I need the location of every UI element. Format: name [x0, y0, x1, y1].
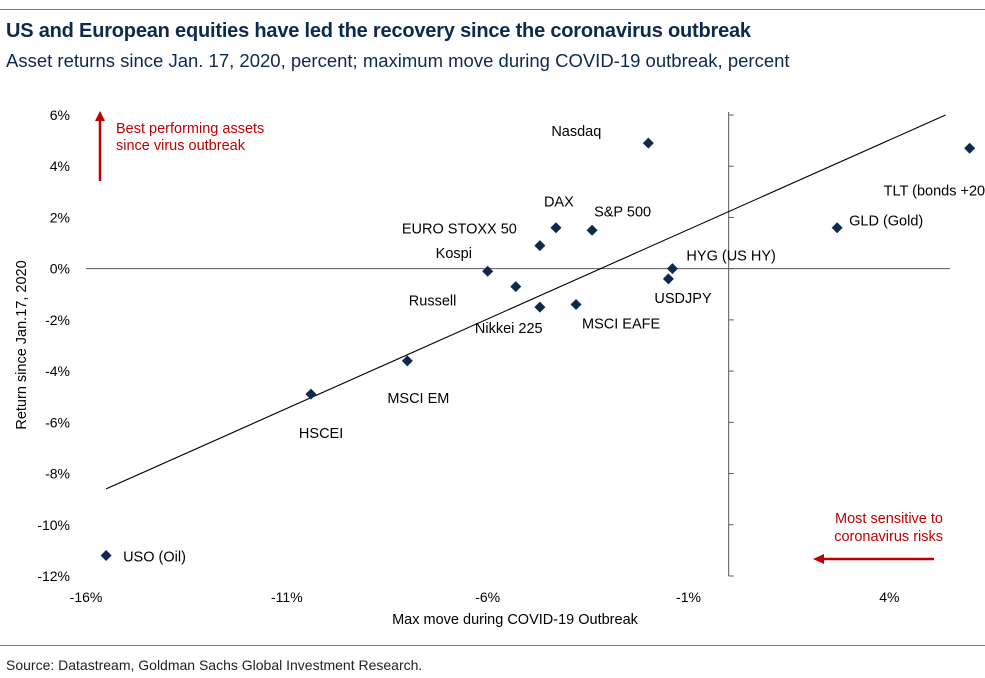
axes-group: 6% 4% 2% 0% -2% -4% -6% -8% -10% -12%-16% -11% -6% -… — [14, 107, 950, 628]
point-hscei — [305, 388, 317, 400]
point-nasdaq — [642, 137, 654, 149]
points-group — [100, 137, 976, 562]
point-euro-stoxx-50 — [534, 240, 546, 252]
trendline — [105, 114, 946, 490]
point-uso-oil — [100, 550, 112, 562]
x-axis-title: Max move during COVID-19 Outbreak — [392, 612, 639, 628]
chart-subtitle: Asset returns since Jan. 17, 2020, perce… — [6, 50, 790, 71]
y-tick-label: -10% — [37, 517, 70, 533]
point-label-msci-eafe: MSCI EAFE — [582, 317, 660, 333]
point-label-s-p-500: S&P 500 — [594, 204, 651, 220]
left-arrow-head — [813, 554, 824, 564]
y-tick-label: -12% — [37, 568, 70, 584]
y-tick-label: 0% — [50, 261, 70, 277]
point-label-hyg-us-hy: HYG (US HY) — [686, 249, 775, 265]
y-tick-label: -4% — [45, 363, 70, 379]
point-label-hscei: HSCEI — [299, 426, 343, 442]
point-label-nikkei-225: Nikkei 225 — [475, 321, 543, 337]
point-label-russell: Russell — [409, 294, 457, 310]
y-tick-label: 6% — [50, 107, 70, 123]
x-tick-label: -1% — [676, 589, 701, 605]
point-kospi — [482, 265, 494, 277]
point-s-p-500 — [586, 224, 598, 236]
point-usdjpy — [662, 273, 674, 285]
chart-title: US and European equities have led the re… — [6, 20, 751, 42]
x-tick-label: -6% — [475, 589, 500, 605]
point-label-tlt-bonds-20y: TLT (bonds +20y) — [884, 183, 985, 199]
point-label-gld-gold: GLD (Gold) — [849, 214, 923, 230]
y-tick-label: -6% — [45, 414, 70, 430]
y-axis-title: Return since Jan.17, 2020 — [14, 260, 30, 429]
trendline-group — [105, 114, 946, 490]
annotation-sensitive-line-2: coronavirus risks — [834, 529, 943, 545]
x-tick-label: 4% — [879, 589, 899, 605]
point-tlt-bonds-20y — [964, 142, 976, 154]
source-note: Source: Datastream, Goldman Sachs Global… — [6, 657, 423, 673]
point-gld-gold — [831, 222, 843, 234]
point-label-uso-oil: USO (Oil) — [123, 550, 186, 566]
point-label-dax: DAX — [544, 195, 574, 211]
annotation-best-line-2: since virus outbreak — [116, 138, 246, 154]
x-tick-label: -16% — [70, 589, 103, 605]
y-tick-label: -8% — [45, 466, 70, 482]
point-label-nasdaq: Nasdaq — [551, 124, 601, 140]
point-labels-group: Nasdaq TLT (bonds +20y) DAX S&P 500 GLD (Gol… — [123, 124, 985, 565]
top-rule — [0, 9, 985, 10]
point-russell — [510, 281, 522, 293]
point-label-usdjpy: USDJPY — [654, 291, 712, 307]
y-tick-label: 2% — [50, 209, 70, 225]
annotation-sensitive-line-1: Most sensitive to — [835, 511, 943, 527]
point-msci-em — [401, 355, 413, 367]
x-tick-label: -11% — [271, 589, 303, 605]
point-label-euro-stoxx-50: EURO STOXX 50 — [402, 222, 517, 238]
y-tick-label: 4% — [50, 158, 70, 174]
bottom-rule — [0, 645, 985, 646]
y-tick-label: -2% — [45, 312, 70, 328]
scatter-chart: 6% 4% 2% 0% -2% -4% -6% -8% -10% -12%-16% -11% -6% -… — [14, 107, 985, 628]
point-dax — [550, 222, 562, 234]
up-arrow-head — [95, 111, 105, 121]
point-label-kospi: Kospi — [436, 246, 472, 262]
point-nikkei-225 — [534, 301, 546, 313]
annotation-best-line-1: Best performing assets — [116, 121, 264, 137]
point-hyg-us-hy — [666, 263, 678, 275]
point-msci-eafe — [570, 299, 582, 311]
point-label-msci-em: MSCI EM — [387, 391, 449, 407]
